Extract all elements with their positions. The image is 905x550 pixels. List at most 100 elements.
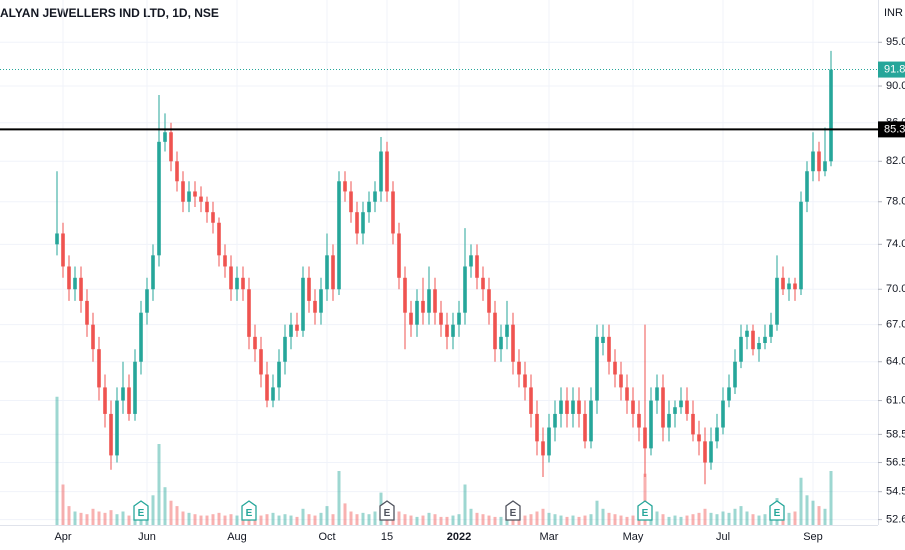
volume-bar bbox=[217, 512, 221, 525]
candle-body bbox=[529, 387, 533, 414]
candle-body bbox=[517, 361, 521, 375]
y-tick-label: 70.00 bbox=[886, 283, 905, 295]
volume-bar bbox=[589, 514, 593, 525]
candle-body bbox=[733, 361, 737, 388]
candle-body bbox=[313, 300, 317, 313]
candle-body bbox=[595, 336, 599, 401]
candle-body bbox=[625, 387, 629, 401]
volume-bar bbox=[397, 511, 401, 525]
volume-bar bbox=[721, 511, 725, 525]
candle-body bbox=[673, 407, 677, 414]
volume-bar bbox=[499, 516, 503, 525]
candle-body bbox=[349, 191, 353, 213]
x-tick-label: Aug bbox=[227, 531, 247, 543]
volume-bar bbox=[55, 396, 59, 525]
volume-bar bbox=[751, 514, 755, 525]
candle-body bbox=[283, 336, 287, 362]
candle-body bbox=[601, 336, 605, 343]
candle-body bbox=[265, 374, 269, 401]
hline-label: 85.30 bbox=[884, 123, 905, 135]
volume-bar bbox=[97, 511, 101, 525]
candle-body bbox=[757, 342, 761, 350]
candle-body bbox=[661, 387, 665, 428]
y-tick-label: 67.00 bbox=[886, 319, 905, 331]
candle-body bbox=[73, 277, 77, 290]
volume-bar bbox=[307, 514, 311, 525]
volume-bar bbox=[253, 516, 257, 525]
volume-bar bbox=[787, 512, 791, 525]
volume-bar bbox=[727, 512, 731, 525]
volume-bar bbox=[733, 508, 737, 525]
candle-body bbox=[493, 312, 497, 350]
volume-bar bbox=[181, 511, 185, 525]
volume-bar bbox=[703, 508, 707, 525]
volume-bar bbox=[817, 506, 821, 525]
volume-bar bbox=[673, 515, 677, 525]
candle-body bbox=[277, 361, 281, 388]
volume-bar bbox=[289, 515, 293, 525]
volume-bar bbox=[613, 514, 617, 525]
candle-body bbox=[127, 387, 131, 414]
candle-body bbox=[145, 289, 149, 313]
candle-body bbox=[679, 400, 683, 408]
candle-body bbox=[541, 441, 545, 456]
candle-body bbox=[67, 266, 71, 290]
candle-body bbox=[391, 191, 395, 234]
volume-bar bbox=[103, 512, 107, 525]
volume-bar bbox=[619, 515, 623, 525]
y-tick-label: 78.00 bbox=[886, 196, 905, 208]
candle-body bbox=[433, 289, 437, 313]
volume-bar bbox=[355, 514, 359, 525]
volume-bar bbox=[73, 511, 77, 525]
x-tick-label: Oct bbox=[318, 531, 335, 543]
volume-bar bbox=[115, 514, 119, 525]
candle-body bbox=[691, 413, 695, 435]
candle-body bbox=[805, 171, 809, 202]
candle-body bbox=[85, 300, 89, 325]
candle-body bbox=[247, 289, 251, 337]
candle-body bbox=[253, 336, 257, 350]
volume-bar bbox=[715, 514, 719, 525]
candle-body bbox=[343, 181, 347, 192]
candle-body bbox=[817, 151, 821, 172]
volume-bar bbox=[487, 515, 491, 525]
volume-bar bbox=[541, 508, 545, 525]
x-tick-label: 15 bbox=[381, 531, 393, 543]
volume-bar bbox=[277, 515, 281, 525]
candle-body bbox=[301, 277, 305, 331]
volume-bar bbox=[631, 515, 635, 525]
candle-body bbox=[331, 255, 335, 290]
volume-bar bbox=[625, 516, 629, 525]
volume-bar bbox=[121, 511, 125, 525]
candle-body bbox=[55, 233, 59, 245]
volume-bar bbox=[433, 514, 437, 525]
candle-body bbox=[289, 324, 293, 337]
candle-body bbox=[577, 400, 581, 414]
candle-body bbox=[787, 283, 791, 290]
candle-body bbox=[685, 400, 689, 414]
volume-bar bbox=[679, 516, 683, 525]
volume-bar bbox=[61, 484, 65, 525]
candle-body bbox=[619, 374, 623, 388]
candle-body bbox=[697, 434, 701, 442]
candle-body bbox=[241, 277, 245, 290]
candle-body bbox=[721, 400, 725, 428]
x-tick-label: Jun bbox=[138, 531, 156, 543]
candle-body bbox=[181, 181, 185, 202]
volume-bar bbox=[553, 514, 557, 525]
candle-body bbox=[823, 161, 827, 172]
volume-bar bbox=[205, 515, 209, 525]
event-marker bbox=[505, 500, 521, 521]
event-marker bbox=[241, 500, 257, 521]
hline-box bbox=[878, 121, 905, 138]
y-tick-label: 64.00 bbox=[886, 356, 905, 368]
candle-body bbox=[523, 374, 527, 388]
candle-body bbox=[151, 255, 155, 290]
volume-bar bbox=[229, 514, 233, 525]
candle-body bbox=[403, 277, 407, 313]
y-tick-label: 58.50 bbox=[886, 428, 905, 440]
candle-body bbox=[505, 324, 509, 337]
candle-body bbox=[565, 400, 569, 414]
volume-bar bbox=[187, 512, 191, 525]
